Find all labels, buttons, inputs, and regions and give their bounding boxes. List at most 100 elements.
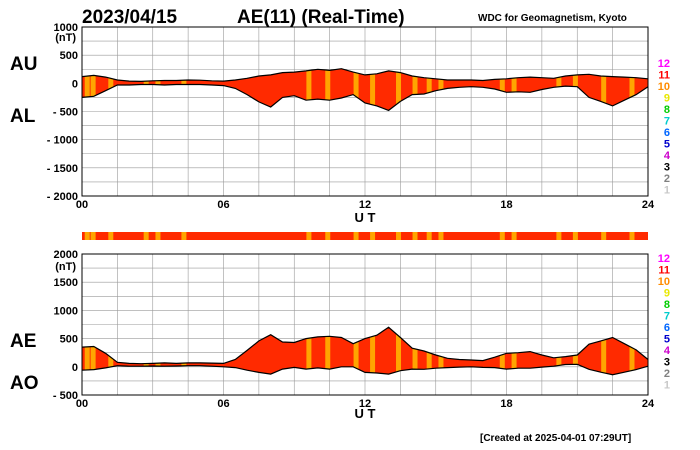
y-tick-label: 1500: [54, 277, 78, 289]
ao-side-label: AO: [10, 373, 39, 394]
x-tick-label: 12: [359, 199, 371, 211]
activity-bar-stripe: [499, 232, 505, 240]
ae-ao-x-label: U T: [355, 406, 376, 421]
au-al-x-ticks: 00 06 12 18 24: [76, 199, 655, 211]
legend-count-4: 4: [664, 345, 671, 357]
count-stripe: [629, 68, 635, 111]
x-tick-label: 06: [217, 398, 229, 410]
area-fill: [82, 327, 648, 375]
activity-bar-stripe: [572, 232, 578, 240]
count-stripe: [325, 68, 331, 111]
activity-bar-base: [82, 232, 648, 240]
legend-count-11: 11: [658, 265, 670, 277]
series-line-al: [81, 83, 649, 112]
count-stripe: [370, 327, 376, 375]
activity-bar-stripe: [325, 232, 331, 240]
legend-count-4: 4: [664, 150, 671, 162]
legend-count-10: 10: [658, 81, 670, 93]
al-side-label: AL: [10, 106, 36, 127]
activity-bar-stripe: [143, 232, 149, 240]
x-tick-label: 24: [642, 199, 655, 211]
activity-bar-stripe: [426, 232, 432, 240]
au-al-panel: 1000 500 0 - 500 - 1000 - 1500 - 2000 00 06 12 18…: [10, 22, 655, 225]
count-stripe: [90, 68, 96, 111]
count-stripe: [370, 68, 376, 111]
count-stripe: [353, 327, 359, 375]
legend-count-2: 2: [664, 173, 670, 185]
y-tick-label: 1000: [54, 22, 78, 34]
ae-side-label: AE: [10, 331, 36, 352]
y-tick-label: 0: [72, 362, 78, 374]
legend-count-1: 1: [664, 185, 670, 197]
count-stripe: [499, 68, 505, 111]
count-stripe: [601, 327, 607, 375]
legend-count-3: 3: [664, 357, 670, 369]
legend-count-9: 9: [664, 93, 670, 105]
x-tick-label: 12: [359, 398, 371, 410]
activity-bar-stripe: [511, 232, 517, 240]
series-line-ao: [81, 363, 649, 376]
legend-count-8: 8: [664, 104, 670, 116]
count-stripe: [90, 327, 96, 375]
ae-ao-grid: [81, 253, 649, 396]
created-timestamp: [Created at 2025-04-01 07:29UT]: [480, 433, 631, 444]
legend-count-7: 7: [664, 116, 670, 128]
activity-bar-stripe: [181, 232, 187, 240]
count-stripe: [412, 327, 418, 375]
activity-bar-stripe: [155, 232, 161, 240]
count-stripe: [306, 68, 312, 111]
ae-ao-x-ticks: 00 06 12 18 24: [76, 398, 655, 410]
legend-count-1: 1: [664, 380, 670, 392]
activity-bar-stripe: [108, 232, 114, 240]
x-tick-label: 24: [642, 398, 655, 410]
activity-bar-stripe: [556, 232, 562, 240]
count-stripe: [629, 327, 635, 375]
y-tick-label: - 1000: [47, 135, 78, 147]
activity-bar-stripe: [629, 232, 635, 240]
legend-count-12: 12: [658, 253, 670, 265]
x-tick-label: 00: [76, 398, 88, 410]
y-tick-label: 2000: [54, 249, 78, 261]
legend-count-6: 6: [664, 127, 670, 139]
activity-bar-stripe: [370, 232, 376, 240]
x-tick-label: 06: [217, 199, 229, 211]
y-tick-label: 500: [60, 50, 78, 62]
activity-bar-stripe: [90, 232, 96, 240]
ae-ao-frame: [81, 253, 649, 396]
x-tick-label: 18: [500, 398, 512, 410]
count-stripe: [353, 68, 359, 111]
count-stripe: [306, 327, 312, 375]
series-line-ae: [81, 326, 649, 365]
chart-date: 2023/04/15: [82, 7, 178, 28]
y-tick-label: 1000: [54, 305, 78, 317]
count-stripe: [325, 327, 331, 375]
au-side-label: AU: [10, 54, 37, 75]
y-tick-label: - 500: [53, 390, 78, 402]
activity-bar: [82, 232, 648, 240]
legend-count-3: 3: [664, 162, 670, 174]
chart-title: AE(11) (Real-Time): [237, 7, 405, 28]
count-stripe: [412, 68, 418, 111]
au-al-frame: [81, 26, 649, 197]
count-stripe: [396, 68, 402, 111]
activity-bar-stripe: [601, 232, 607, 240]
legend-count-8: 8: [664, 299, 670, 311]
y-tick-label: - 2000: [47, 191, 78, 203]
count-stripe: [511, 68, 517, 111]
activity-bar-stripe: [412, 232, 418, 240]
ae-ao-panel: 2000 1500 1000 500 0 - 500 00 06 12 18 24 (nT) U …: [10, 249, 655, 421]
y-tick-label: - 500: [53, 107, 78, 119]
legend-count-5: 5: [664, 334, 670, 346]
activity-bar-stripe: [396, 232, 402, 240]
x-tick-label: 00: [76, 199, 88, 211]
activity-bar-stripe: [353, 232, 359, 240]
legend-count-11: 11: [658, 70, 670, 82]
legend-count-6: 6: [664, 322, 670, 334]
legend-count-5: 5: [664, 139, 670, 151]
activity-bar-stripe: [84, 232, 90, 240]
au-al-x-label: U T: [355, 210, 376, 225]
ae-ao-unit-label: (nT): [55, 261, 76, 273]
